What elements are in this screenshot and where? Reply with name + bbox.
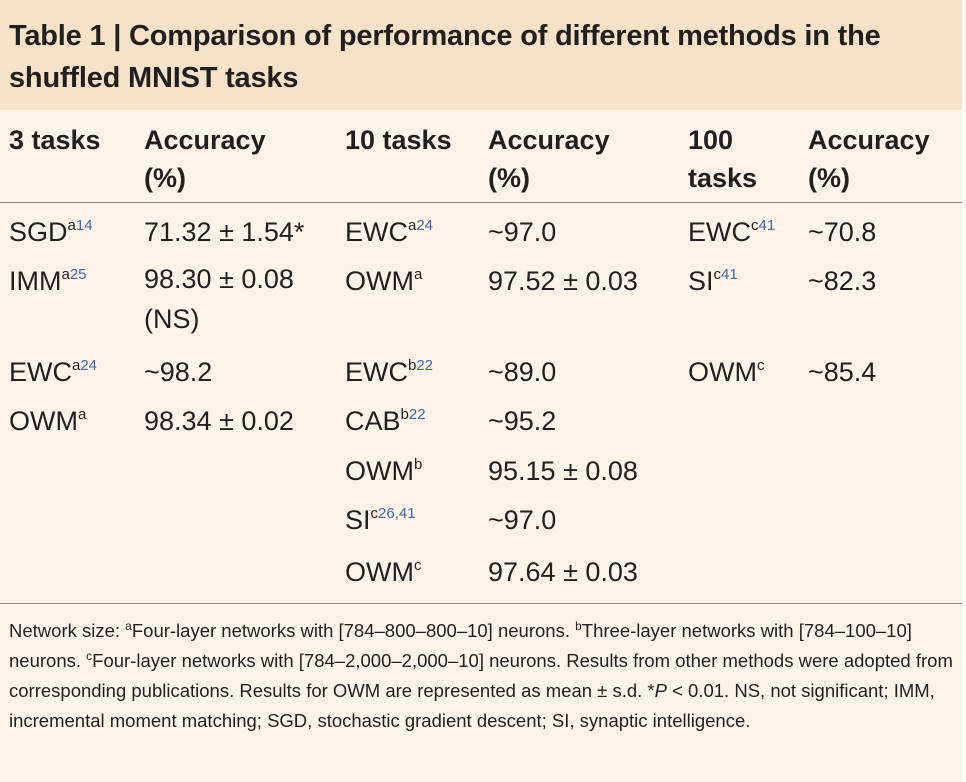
accuracy-3-imm: 98.30 ± 0.08 (NS) — [144, 264, 294, 334]
method-3-sgd: SGDa14 — [9, 217, 93, 247]
method-10-cab-b: CABb22 — [345, 406, 426, 436]
table-title: Table 1 | Comparison of performance of d… — [9, 20, 881, 94]
title-band: Table 1 | Comparison of performance of d… — [0, 0, 962, 110]
accuracy-10-ewc-a: ~97.0 — [488, 217, 557, 247]
header-accuracy-10: Accuracy (%) — [488, 125, 610, 193]
method-100-owm-c: OWMc — [688, 357, 765, 387]
accuracy-10-si-c: ~97.0 — [488, 505, 557, 535]
method-100-si-c: SIc41 — [688, 266, 738, 296]
header-3-tasks: 3 tasks — [9, 125, 101, 155]
method-3-imm: IMMa25 — [9, 266, 87, 296]
footer-rule — [0, 603, 962, 604]
header-accuracy-100: Accuracy (%) — [808, 125, 930, 193]
method-100-ewc-c: EWCc41 — [688, 217, 776, 247]
accuracy-10-owm-a: 97.52 ± 0.03 — [488, 266, 638, 296]
method-10-owm-a: OWMa — [345, 266, 423, 296]
header-rule — [0, 202, 962, 203]
method-10-ewc-b: EWCb22 — [345, 357, 434, 387]
method-3-owm: OWMa — [9, 406, 87, 436]
header-100-tasks: 100 tasks — [688, 125, 758, 193]
accuracy-3-sgd: 71.32 ± 1.54* — [144, 217, 305, 247]
method-3-ewc: EWCa24 — [9, 357, 98, 387]
accuracy-10-cab-b: ~95.2 — [488, 406, 557, 436]
header-10-tasks: 10 tasks — [345, 125, 452, 155]
accuracy-3-ewc: ~98.2 — [144, 357, 213, 387]
header-accuracy-3: Accuracy (%) — [144, 125, 266, 193]
accuracy-3-owm: 98.34 ± 0.02 — [144, 406, 294, 436]
method-10-ewc-a: EWCa24 — [345, 217, 434, 247]
method-10-owm-c: OWMc — [345, 557, 422, 587]
accuracy-100-ewc-c: ~70.8 — [808, 217, 877, 247]
method-10-si-c: SIc26,41 — [345, 505, 416, 535]
table-footnote: Network size: aFour-layer networks with … — [9, 619, 953, 731]
accuracy-10-owm-b: 95.15 ± 0.08 — [488, 456, 638, 486]
accuracy-10-ewc-b: ~89.0 — [488, 357, 557, 387]
method-10-owm-b: OWMb — [345, 456, 423, 486]
accuracy-10-owm-c: 97.64 ± 0.03 — [488, 557, 638, 587]
accuracy-100-si-c: ~82.3 — [808, 266, 877, 296]
accuracy-100-owm-c: ~85.4 — [808, 357, 877, 387]
